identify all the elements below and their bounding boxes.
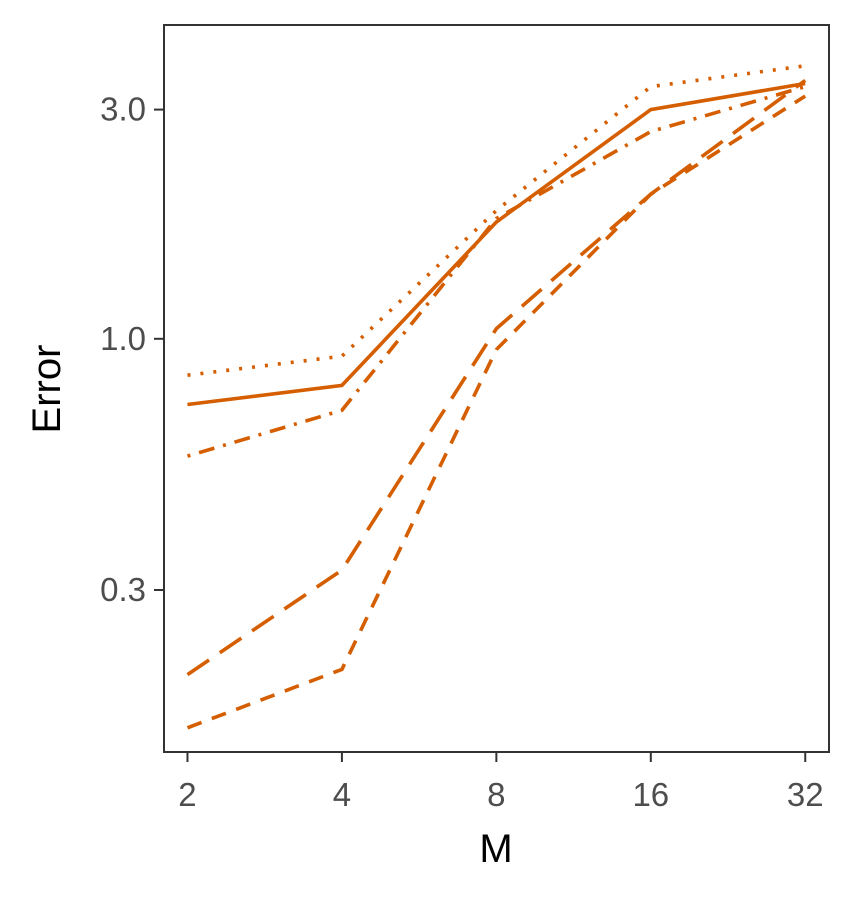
y-tick-label: 1.0	[100, 320, 146, 357]
x-axis: 2 4 8 16 32	[178, 752, 824, 813]
x-tick-label: 32	[787, 776, 824, 813]
series-layer	[186, 64, 807, 730]
series-line-longdash	[186, 78, 807, 677]
y-tick-label: 0.3	[100, 571, 146, 608]
series-line-dotdash	[186, 84, 806, 458]
x-tick-label: 2	[178, 776, 196, 813]
series-line-solid	[187, 81, 806, 407]
plot-panel-border	[163, 24, 830, 753]
y-axis-title: Error	[25, 345, 69, 434]
series-line-dashed	[186, 94, 807, 730]
x-tick-label: 16	[632, 776, 669, 813]
y-axis: 0.3 1.0 3.0	[100, 91, 164, 608]
x-axis-title: M	[479, 827, 512, 871]
y-tick-label: 3.0	[100, 91, 146, 128]
x-tick-label: 8	[487, 776, 505, 813]
x-tick-label: 4	[333, 776, 351, 813]
